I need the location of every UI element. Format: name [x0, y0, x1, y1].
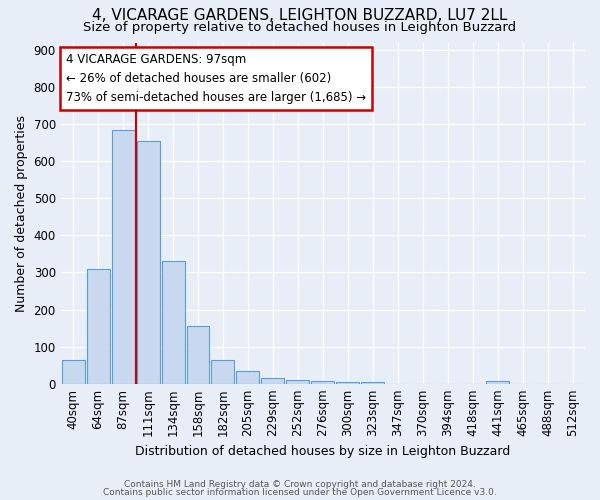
- Bar: [337, 382, 359, 384]
- Bar: [161, 262, 185, 384]
- X-axis label: Distribution of detached houses by size in Leighton Buzzard: Distribution of detached houses by size …: [135, 444, 511, 458]
- Bar: [86, 268, 110, 384]
- Bar: [286, 380, 310, 384]
- Text: Contains HM Land Registry data © Crown copyright and database right 2024.: Contains HM Land Registry data © Crown c…: [124, 480, 476, 489]
- Bar: [262, 378, 284, 384]
- Bar: [137, 141, 160, 384]
- Text: Size of property relative to detached houses in Leighton Buzzard: Size of property relative to detached ho…: [83, 21, 517, 34]
- Bar: [311, 381, 334, 384]
- Bar: [361, 382, 384, 384]
- Text: 4, VICARAGE GARDENS, LEIGHTON BUZZARD, LU7 2LL: 4, VICARAGE GARDENS, LEIGHTON BUZZARD, L…: [92, 8, 508, 22]
- Bar: [236, 370, 259, 384]
- Text: 4 VICARAGE GARDENS: 97sqm
← 26% of detached houses are smaller (602)
73% of semi: 4 VICARAGE GARDENS: 97sqm ← 26% of detac…: [66, 52, 366, 104]
- Y-axis label: Number of detached properties: Number of detached properties: [15, 114, 28, 312]
- Bar: [112, 130, 134, 384]
- Bar: [187, 326, 209, 384]
- Text: Contains public sector information licensed under the Open Government Licence v3: Contains public sector information licen…: [103, 488, 497, 497]
- Bar: [486, 380, 509, 384]
- Bar: [62, 360, 85, 384]
- Bar: [211, 360, 235, 384]
